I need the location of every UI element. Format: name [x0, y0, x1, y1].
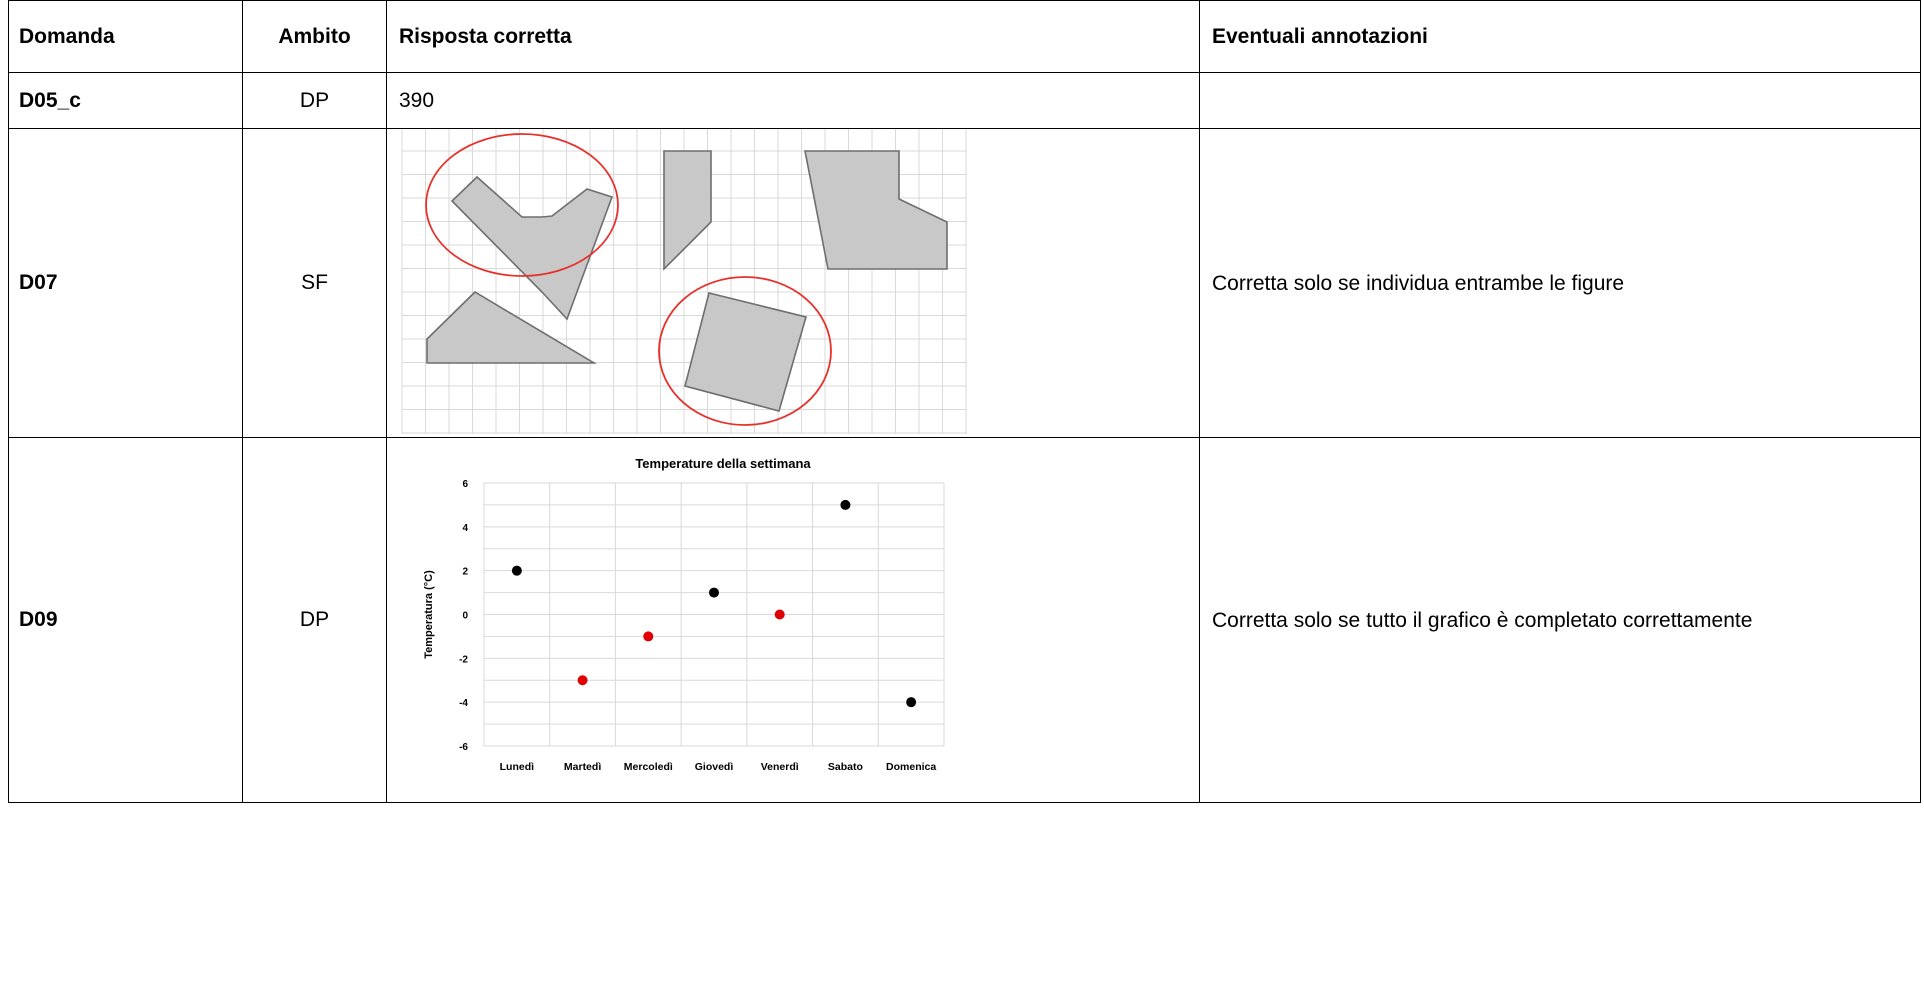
- x-tick-label: Sabato: [828, 761, 863, 773]
- ambito-cell: DP: [242, 72, 387, 129]
- x-tick-label: Venerdì: [761, 761, 799, 773]
- data-point: [643, 631, 654, 642]
- data-points: [511, 499, 917, 708]
- domanda-cell: D05_c: [8, 72, 243, 129]
- table-row: D05_c DP 390: [8, 72, 1921, 129]
- header-row: Domanda Ambito Risposta corretta Eventua…: [8, 0, 1921, 73]
- y-tick-labels: -6 -4 -2 0 2 4 6: [459, 479, 468, 753]
- x-tick-label: Giovedì: [695, 761, 734, 773]
- annotazioni-cell: [1199, 72, 1921, 129]
- shapes-grid-figure: [401, 129, 967, 434]
- risposta-figure-cell: [386, 128, 1200, 438]
- header-domanda: Domanda: [8, 0, 243, 73]
- annotazioni-cell: Corretta solo se individua entrambe le f…: [1199, 128, 1921, 438]
- square-shape: [684, 292, 807, 412]
- temperature-chart: Temperature della settimana Temperatura …: [423, 456, 945, 773]
- chart-gridlines: [483, 482, 945, 747]
- y-tick-label: 6: [462, 479, 468, 490]
- notched-pentagon-shape: [663, 150, 712, 271]
- x-tick-label: Martedì: [564, 761, 601, 773]
- risposta-chart-cell: Temperature della settimana Temperatura …: [386, 437, 1200, 803]
- data-point: [906, 697, 917, 708]
- y-tick-label: -6: [459, 742, 468, 753]
- header-ambito: Ambito: [242, 0, 387, 73]
- data-point: [511, 565, 522, 576]
- data-point: [774, 609, 785, 620]
- y-tick-label: -2: [459, 654, 468, 665]
- shapes: [425, 133, 948, 426]
- header-risposta: Risposta corretta: [386, 0, 1200, 73]
- domanda-cell: D09: [8, 437, 243, 803]
- x-tick-label: Mercoledì: [624, 761, 673, 773]
- answer-table: Domanda Ambito Risposta corretta Eventua…: [8, 0, 1921, 803]
- header-annotazioni: Eventuali annotazioni: [1199, 0, 1921, 73]
- domanda-cell: D07: [8, 128, 243, 438]
- risposta-cell: 390: [386, 72, 1200, 129]
- ambito-cell: SF: [242, 128, 387, 438]
- annotazioni-cell: Corretta solo se tutto il grafico è comp…: [1199, 437, 1921, 803]
- selection-circle: [425, 133, 619, 277]
- triangle-shape: [426, 290, 597, 364]
- table-row: D07 SF Corretta solo se individua entram…: [8, 128, 1921, 438]
- y-tick-label: 0: [462, 611, 468, 622]
- arrow-shape: [450, 175, 614, 321]
- table-row: D09 DP Temperature della settimana Tempe…: [8, 437, 1921, 803]
- selection-circle: [658, 276, 832, 426]
- chart-title: Temperature della settimana: [635, 456, 811, 471]
- y-axis-label: Temperatura (°C): [423, 570, 435, 659]
- x-tick-labels: Lunedì Martedì Mercoledì Giovedì Venerdì Saba…: [500, 761, 937, 773]
- data-point: [709, 587, 719, 598]
- x-tick-label: Lunedì: [500, 761, 534, 773]
- x-tick-label: Domenica: [886, 761, 936, 773]
- y-tick-label: 2: [462, 567, 468, 578]
- ambito-cell: DP: [242, 437, 387, 803]
- y-tick-label: -4: [459, 698, 468, 709]
- boot-shape: [804, 150, 948, 270]
- y-tick-label: 4: [462, 523, 468, 534]
- data-point: [840, 499, 851, 510]
- data-point: [577, 675, 588, 686]
